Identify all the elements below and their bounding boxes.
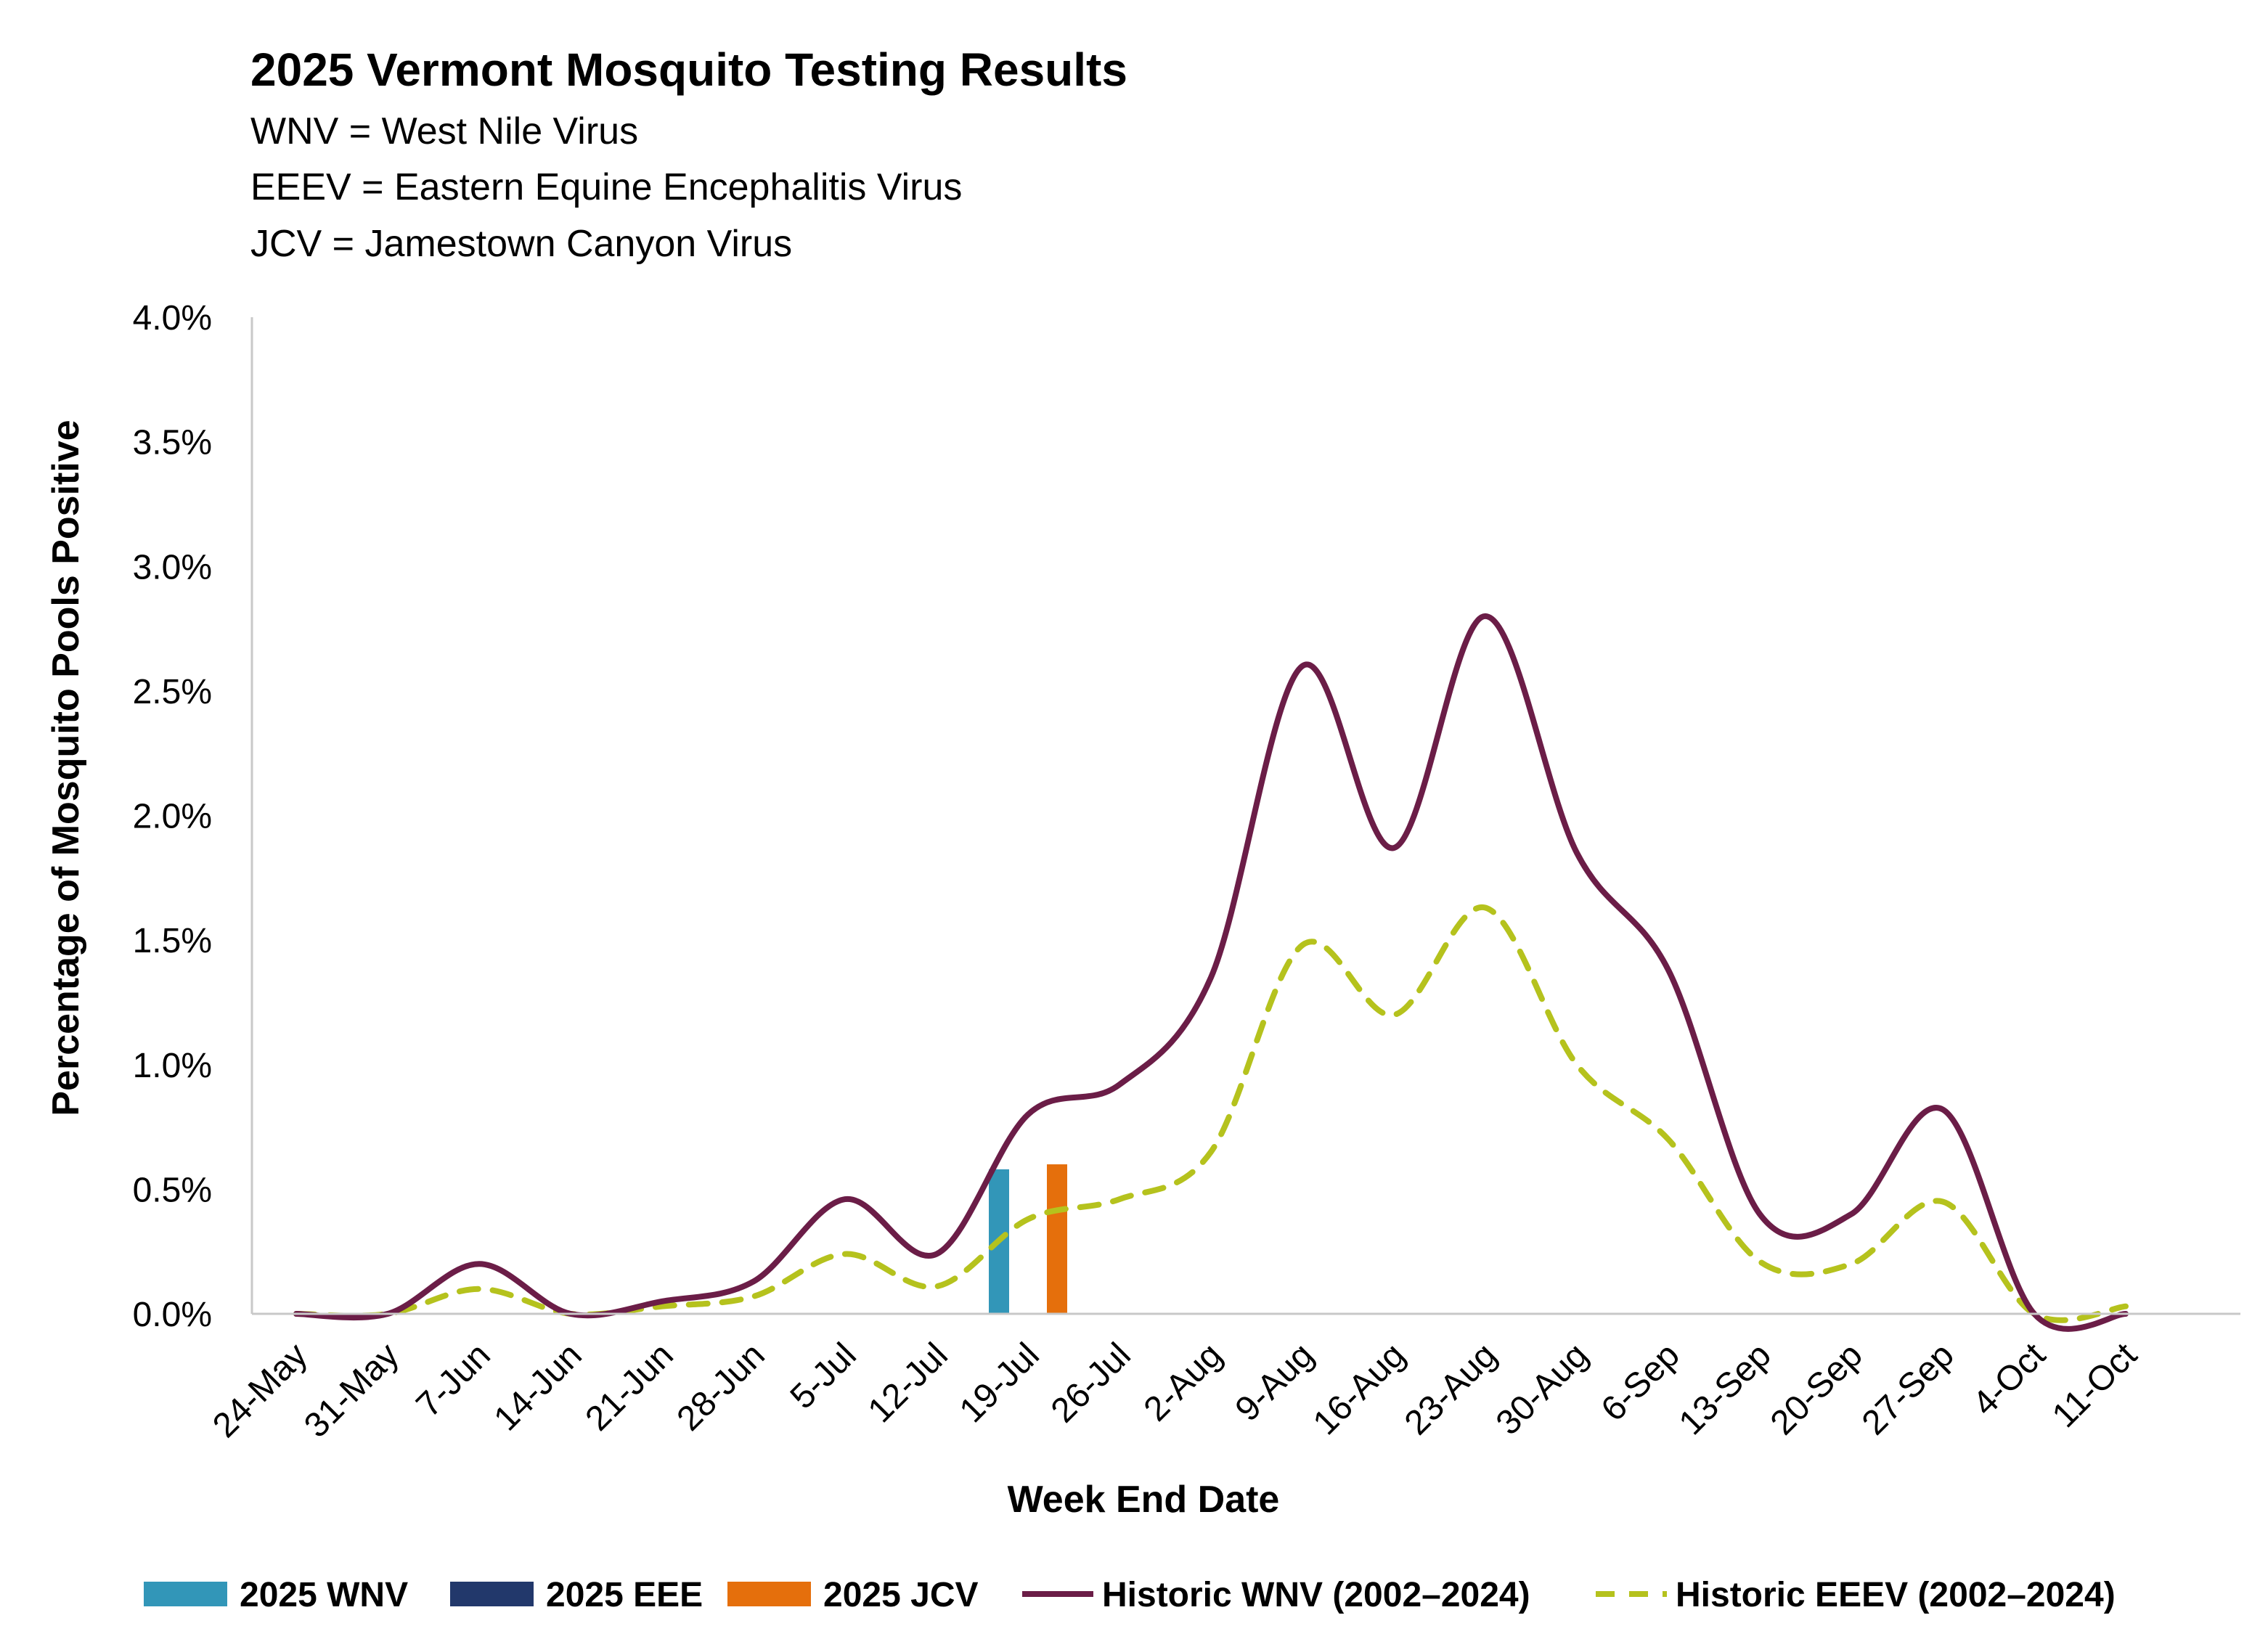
historic-eeev-line: [293, 904, 2129, 1323]
x-tick-label: 19-Jul: [953, 1336, 1047, 1430]
x-tick-label: 30-Aug: [1489, 1336, 1596, 1442]
x-tick-label: 24-May: [205, 1336, 315, 1445]
x-tick-label: 27-Sep: [1855, 1336, 1962, 1442]
y-tick-label: 1.0%: [133, 1047, 212, 1085]
legend-label-2025-eee: 2025 EEE: [546, 1576, 703, 1614]
subtitle-line-jcv: JCV = Jamestown Canyon Virus: [250, 223, 792, 265]
y-tick-label: 3.5%: [133, 424, 212, 462]
x-tick-label: 21-Jun: [579, 1336, 681, 1438]
x-tick-label: 2-Aug: [1137, 1336, 1230, 1429]
x-tick-label: 14-Jun: [487, 1336, 590, 1438]
x-tick-label: 7-Jun: [409, 1336, 497, 1424]
y-tick-label: 4.0%: [133, 299, 212, 338]
bar-series: [989, 1164, 1067, 1314]
legend: 2025 WNV 2025 EEE 2025 JCV Historic WNV (20…: [144, 1576, 2116, 1614]
x-tick-label: 23-Aug: [1398, 1336, 1504, 1442]
x-tick-label: 26-Jul: [1044, 1336, 1138, 1430]
y-axis-title: Percentage of Mosquito Pools Positive: [45, 420, 87, 1116]
subtitle-line-wnv: WNV = West Nile Virus: [250, 110, 638, 152]
x-tick-label: 11-Oct: [2045, 1336, 2145, 1435]
legend-swatch-2025-eee: [450, 1582, 534, 1606]
x-axis-title: Week End Date: [1008, 1479, 1280, 1521]
legend-label-2025-wnv: 2025 WNV: [240, 1576, 408, 1614]
bar-2025-jcv: [1047, 1164, 1067, 1314]
y-tick-label: 3.0%: [133, 548, 212, 587]
x-tick-label: 4-Oct: [1965, 1336, 2052, 1423]
subtitle-line-eeev: EEEV = Eastern Equine Encephalitis Virus: [250, 166, 962, 208]
y-tick-label: 0.0%: [133, 1296, 212, 1334]
chart-title: 2025 Vermont Mosquito Testing Results: [250, 44, 1127, 96]
x-tick-label: 16-Aug: [1306, 1336, 1413, 1442]
x-tick-label: 28-Jun: [670, 1336, 772, 1438]
line-series: [293, 613, 2129, 1332]
x-tick-label: 12-Jul: [861, 1336, 955, 1430]
legend-label-historic-eeev-2002-2024: Historic EEEV (2002–2024): [1676, 1576, 2116, 1614]
legend-label-historic-wnv-2002-2024: Historic WNV (2002–2024): [1102, 1576, 1530, 1614]
y-tick-label: 2.0%: [133, 798, 212, 836]
legend-swatch-2025-wnv: [144, 1582, 227, 1606]
legend-label-2025-jcv: 2025 JCV: [823, 1576, 979, 1614]
x-tick-label: 5-Jul: [783, 1336, 864, 1416]
x-tick-label: 13-Sep: [1672, 1336, 1779, 1442]
y-axis-ticks: 0.0% 0.5% 1.0% 1.5% 2.0% 2.5% 3.0% 3.5% 4.0%: [133, 299, 212, 1334]
historic-wnv-line: [293, 613, 2129, 1332]
x-tick-label: 20-Sep: [1763, 1336, 1870, 1442]
y-tick-label: 2.5%: [133, 673, 212, 711]
x-tick-label: 31-May: [297, 1336, 407, 1445]
y-tick-label: 0.5%: [133, 1171, 212, 1209]
legend-swatch-2025-jcv: [727, 1582, 811, 1606]
y-tick-label: 1.5%: [133, 922, 212, 960]
